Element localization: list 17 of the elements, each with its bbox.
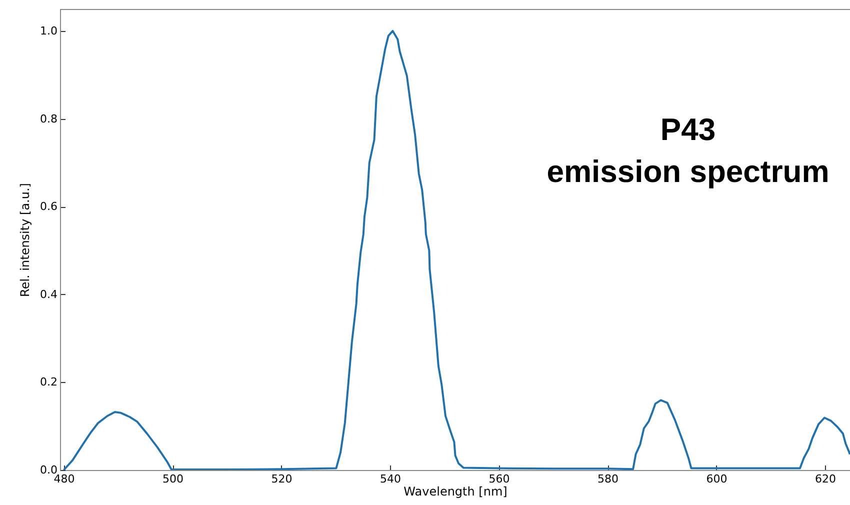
x-tick-label: 500 <box>162 472 184 486</box>
x-tick-label: 600 <box>706 472 728 486</box>
y-tick-label: 0.8 <box>40 112 58 126</box>
x-tick-label: 540 <box>380 472 402 486</box>
y-tick-label: 1.0 <box>40 24 58 38</box>
text: emission spectrum <box>546 154 830 189</box>
y-tick-label: 0.6 <box>40 200 58 214</box>
y-tick-label: 0.4 <box>40 288 58 301</box>
line-series <box>62 30 850 470</box>
x-axis-title: Wavelength [nm] <box>404 484 508 498</box>
x-tick-label: 620 <box>814 472 836 486</box>
x-tick-label: 560 <box>488 472 510 486</box>
x-tick-label: 520 <box>271 472 292 486</box>
y-axis-title: Rel. intensity [a.u.] <box>18 183 32 297</box>
y-tick-label: 0.2 <box>40 376 58 389</box>
text: P43 <box>660 112 716 147</box>
x-tick-label: 580 <box>598 472 619 486</box>
